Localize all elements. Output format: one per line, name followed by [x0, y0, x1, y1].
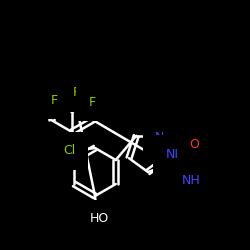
Text: Cl: Cl	[63, 144, 75, 158]
Text: N: N	[155, 131, 164, 144]
Text: HO: HO	[90, 212, 108, 226]
Text: NH: NH	[166, 148, 184, 161]
Text: F: F	[88, 96, 96, 108]
Text: F: F	[72, 86, 80, 100]
Text: NH: NH	[182, 174, 201, 186]
Text: O: O	[189, 138, 199, 151]
Text: F: F	[50, 94, 58, 106]
